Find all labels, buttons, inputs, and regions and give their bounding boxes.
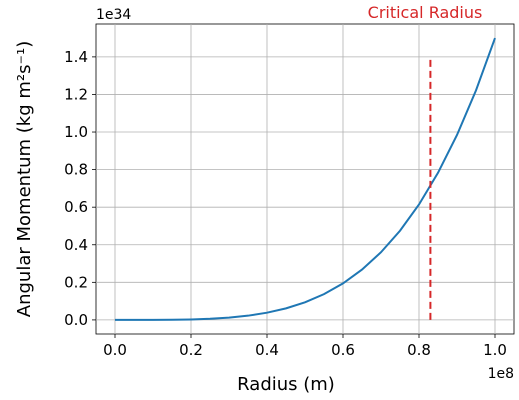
data-line (114, 37, 496, 321)
y-offset-label: 1e34 (96, 7, 131, 23)
x-tick-label: 0.4 (255, 341, 279, 359)
critical-radius-label: Critical Radius (368, 3, 483, 22)
y-tick-label: 0.2 (64, 273, 88, 291)
plot-frame (95, 23, 515, 335)
y-tick-label: 0.8 (64, 161, 88, 179)
x-axis-label: Radius (m) (237, 374, 335, 395)
y-tick-label: 1.2 (64, 85, 88, 103)
y-tick-label: 1.4 (64, 48, 88, 66)
y-axis-label: Angular Momentum (kg m²s⁻¹) (14, 41, 35, 317)
y-tick-label: 0.4 (64, 236, 88, 254)
y-tick-label: 1.0 (64, 123, 88, 141)
y-tick-label: 0.6 (64, 198, 88, 216)
y-tick-label: 0.0 (64, 311, 88, 329)
x-tick-label: 0.6 (331, 341, 355, 359)
x-tick-label: 0.2 (179, 341, 203, 359)
x-offset-label: 1e8 (488, 366, 514, 382)
x-tick-label: 1.0 (483, 341, 507, 359)
x-tick-label: 0.8 (407, 341, 431, 359)
x-tick-label: 0.0 (103, 341, 127, 359)
